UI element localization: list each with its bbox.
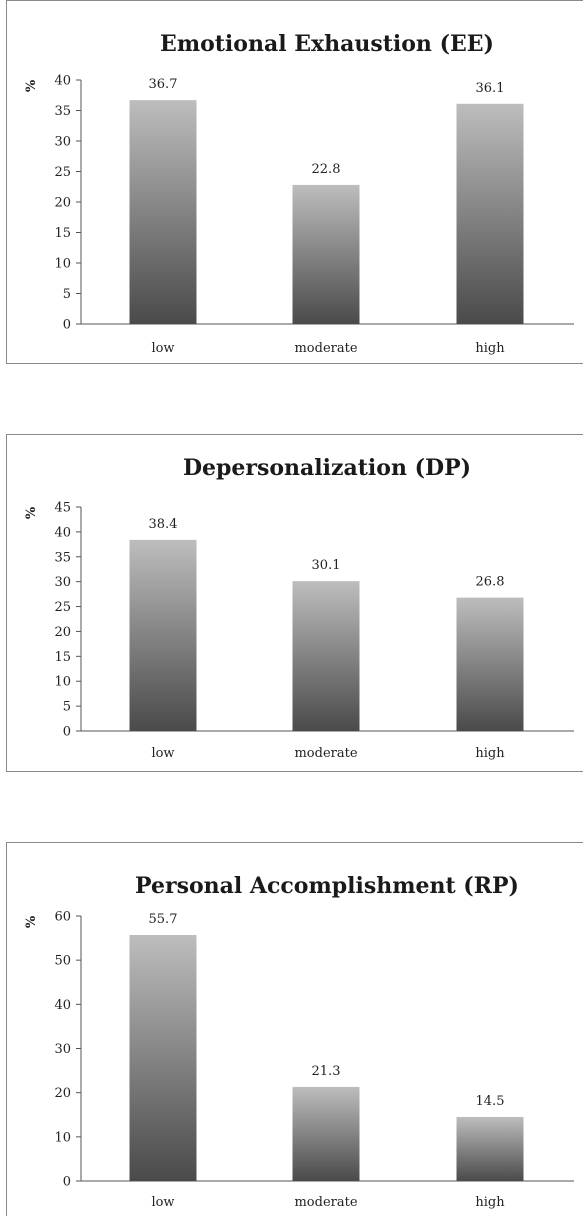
- x-tick-label-high: high: [475, 341, 505, 356]
- chart-title: Emotional Exhaustion (EE): [160, 31, 494, 57]
- y-tick-label: 0: [63, 318, 71, 333]
- bar-low: [129, 100, 197, 324]
- y-tick-label: 20: [54, 1086, 71, 1101]
- data-label-low: 36.7: [149, 77, 178, 92]
- y-tick-label: 35: [54, 104, 71, 119]
- data-label-moderate: 22.8: [312, 162, 341, 177]
- bar-high: [456, 597, 524, 731]
- bar-moderate: [292, 1086, 360, 1181]
- chart-title: Depersonalization (DP): [183, 455, 471, 481]
- y-tick-label: 35: [54, 550, 71, 565]
- x-tick-label-high: high: [475, 746, 505, 761]
- y-tick-label: 5: [63, 287, 71, 302]
- y-tick-label: 15: [54, 650, 71, 665]
- bar-high: [456, 1116, 524, 1181]
- y-tick-label: 25: [54, 165, 71, 180]
- y-tick-label: 40: [54, 74, 71, 89]
- y-tick-label: 30: [54, 1042, 71, 1057]
- x-tick-label-moderate: moderate: [294, 1195, 357, 1210]
- data-label-low: 55.7: [149, 912, 178, 927]
- y-tick-label: 10: [54, 257, 71, 272]
- y-tick-label: 5: [63, 700, 71, 715]
- bar-chart-personal-accomplishment: Personal Accomplishment (RP)% 0 10 20 30 40 50…: [24, 873, 574, 1210]
- y-tick-label: 10: [54, 675, 71, 690]
- y-tick-label: 45: [54, 501, 71, 516]
- y-tick-label: 15: [54, 226, 71, 241]
- y-tick-label: 25: [54, 600, 71, 615]
- y-tick-label: 30: [54, 135, 71, 150]
- y-tick-label: 10: [54, 1130, 71, 1145]
- y-axis-label: %: [24, 506, 39, 519]
- chart-panel-depersonalization: Depersonalization (DP)% 0 5 10 15 20 25 30 35 40 4…: [6, 434, 583, 772]
- chart-title: Personal Accomplishment (RP): [135, 873, 519, 899]
- data-label-low: 38.4: [149, 517, 178, 532]
- y-tick-label: 20: [54, 196, 71, 211]
- y-tick-label: 0: [63, 725, 71, 740]
- y-axis-label: %: [24, 79, 39, 92]
- y-tick-label: 20: [54, 625, 71, 640]
- y-tick-label: 50: [54, 954, 71, 969]
- x-tick-label-low: low: [151, 746, 174, 761]
- bar-chart-depersonalization: Depersonalization (DP)% 0 5 10 15 20 25 30 35 40 4…: [24, 455, 574, 761]
- y-tick-label: 60: [54, 910, 71, 925]
- chart-panel-personal-accomplishment: Personal Accomplishment (RP)% 0 10 20 30 40 50…: [6, 842, 583, 1216]
- y-tick-label: 40: [54, 525, 71, 540]
- y-axis-label: %: [24, 915, 39, 928]
- data-label-high: 14.5: [476, 1094, 505, 1109]
- x-tick-label-moderate: moderate: [294, 746, 357, 761]
- y-tick-label: 40: [54, 998, 71, 1013]
- data-label-moderate: 21.3: [312, 1064, 341, 1079]
- x-tick-label-moderate: moderate: [294, 341, 357, 356]
- y-tick-label: 0: [63, 1175, 71, 1190]
- bar-moderate: [292, 184, 360, 324]
- bar-low: [129, 539, 197, 731]
- data-label-high: 26.8: [476, 575, 505, 590]
- y-tick-label: 30: [54, 575, 71, 590]
- bar-low: [129, 934, 197, 1181]
- chart-panel-emotional-exhaustion: Emotional Exhaustion (EE)% 0 5 10 15 20 25 30 35…: [6, 0, 583, 364]
- bar-moderate: [292, 581, 360, 731]
- bar-chart-emotional-exhaustion: Emotional Exhaustion (EE)% 0 5 10 15 20 25 30 35…: [24, 31, 574, 356]
- bar-high: [456, 103, 524, 324]
- data-label-moderate: 30.1: [312, 558, 341, 573]
- x-tick-label-low: low: [151, 1195, 174, 1210]
- data-label-high: 36.1: [476, 81, 505, 96]
- x-tick-label-low: low: [151, 341, 174, 356]
- x-tick-label-high: high: [475, 1195, 505, 1210]
